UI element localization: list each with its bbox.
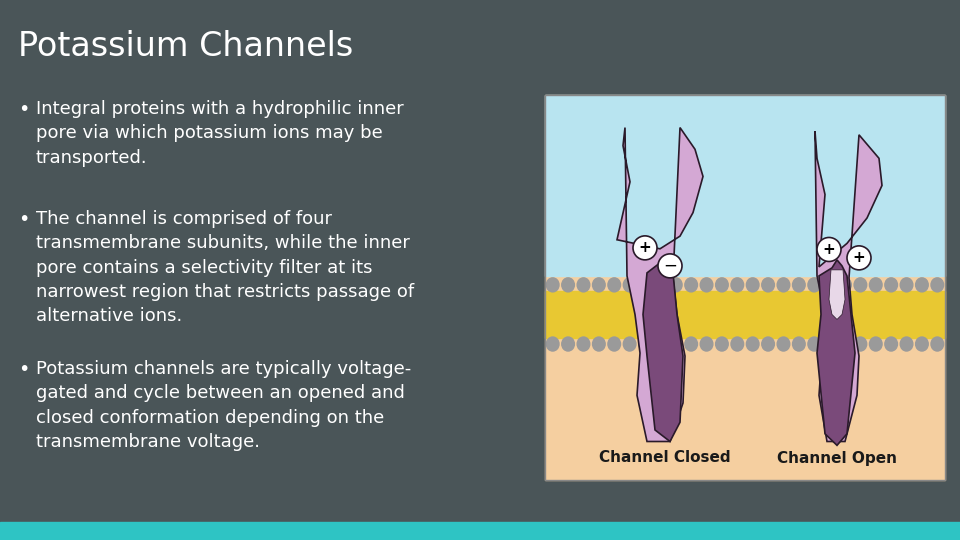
Ellipse shape xyxy=(839,278,852,292)
Polygon shape xyxy=(817,260,855,446)
Ellipse shape xyxy=(731,278,744,292)
Ellipse shape xyxy=(577,337,589,351)
Ellipse shape xyxy=(839,337,852,351)
Text: Potassium Channels: Potassium Channels xyxy=(18,30,353,63)
Ellipse shape xyxy=(669,337,682,351)
Ellipse shape xyxy=(684,337,698,351)
Ellipse shape xyxy=(608,337,620,351)
Ellipse shape xyxy=(746,337,759,351)
Ellipse shape xyxy=(931,337,944,351)
Ellipse shape xyxy=(684,278,698,292)
Ellipse shape xyxy=(916,278,928,292)
Ellipse shape xyxy=(562,278,574,292)
Text: Channel Closed: Channel Closed xyxy=(599,450,731,465)
Text: +: + xyxy=(852,251,865,265)
Ellipse shape xyxy=(817,238,841,261)
Text: +: + xyxy=(823,242,835,257)
Ellipse shape xyxy=(546,337,559,351)
Ellipse shape xyxy=(700,337,713,351)
Text: •: • xyxy=(18,100,30,119)
Ellipse shape xyxy=(608,278,620,292)
Ellipse shape xyxy=(916,337,928,351)
Ellipse shape xyxy=(731,337,744,351)
Ellipse shape xyxy=(592,278,605,292)
Ellipse shape xyxy=(577,278,589,292)
Text: Potassium channels are typically voltage-
gated and cycle between an opened and
: Potassium channels are typically voltage… xyxy=(36,360,411,451)
Ellipse shape xyxy=(793,337,805,351)
Ellipse shape xyxy=(870,337,882,351)
Ellipse shape xyxy=(778,278,790,292)
Ellipse shape xyxy=(669,278,682,292)
Text: Channel Open: Channel Open xyxy=(777,450,897,465)
Ellipse shape xyxy=(658,254,682,278)
Ellipse shape xyxy=(715,337,729,351)
Text: The channel is comprised of four
transmembrane subunits, while the inner
pore co: The channel is comprised of four transme… xyxy=(36,210,414,325)
Text: +: + xyxy=(638,240,652,255)
Ellipse shape xyxy=(885,337,898,351)
Polygon shape xyxy=(617,127,703,442)
Ellipse shape xyxy=(854,278,867,292)
Bar xyxy=(545,291,945,338)
Bar xyxy=(0,522,960,540)
Ellipse shape xyxy=(623,278,636,292)
Bar xyxy=(545,95,945,480)
Ellipse shape xyxy=(900,278,913,292)
Ellipse shape xyxy=(633,236,657,260)
Ellipse shape xyxy=(715,278,729,292)
Ellipse shape xyxy=(778,337,790,351)
Ellipse shape xyxy=(746,278,759,292)
Polygon shape xyxy=(643,260,683,442)
Ellipse shape xyxy=(808,337,821,351)
Ellipse shape xyxy=(700,278,713,292)
Ellipse shape xyxy=(762,278,775,292)
Ellipse shape xyxy=(638,278,651,292)
Ellipse shape xyxy=(623,337,636,351)
Text: •: • xyxy=(18,210,30,229)
Text: −: − xyxy=(663,257,677,275)
Bar xyxy=(545,95,945,480)
Ellipse shape xyxy=(762,337,775,351)
Ellipse shape xyxy=(638,337,651,351)
Ellipse shape xyxy=(808,278,821,292)
Ellipse shape xyxy=(847,246,871,270)
Ellipse shape xyxy=(793,278,805,292)
Ellipse shape xyxy=(854,337,867,351)
Ellipse shape xyxy=(870,278,882,292)
Ellipse shape xyxy=(654,337,666,351)
Ellipse shape xyxy=(824,278,836,292)
Ellipse shape xyxy=(900,337,913,351)
Ellipse shape xyxy=(931,278,944,292)
Ellipse shape xyxy=(562,337,574,351)
Ellipse shape xyxy=(885,278,898,292)
Ellipse shape xyxy=(592,337,605,351)
Ellipse shape xyxy=(546,278,559,292)
Polygon shape xyxy=(815,131,882,442)
Text: •: • xyxy=(18,360,30,379)
Ellipse shape xyxy=(654,278,666,292)
Ellipse shape xyxy=(824,337,836,351)
Polygon shape xyxy=(829,270,845,320)
Bar xyxy=(545,95,945,276)
Text: Integral proteins with a hydrophilic inner
pore via which potassium ions may be
: Integral proteins with a hydrophilic inn… xyxy=(36,100,404,167)
